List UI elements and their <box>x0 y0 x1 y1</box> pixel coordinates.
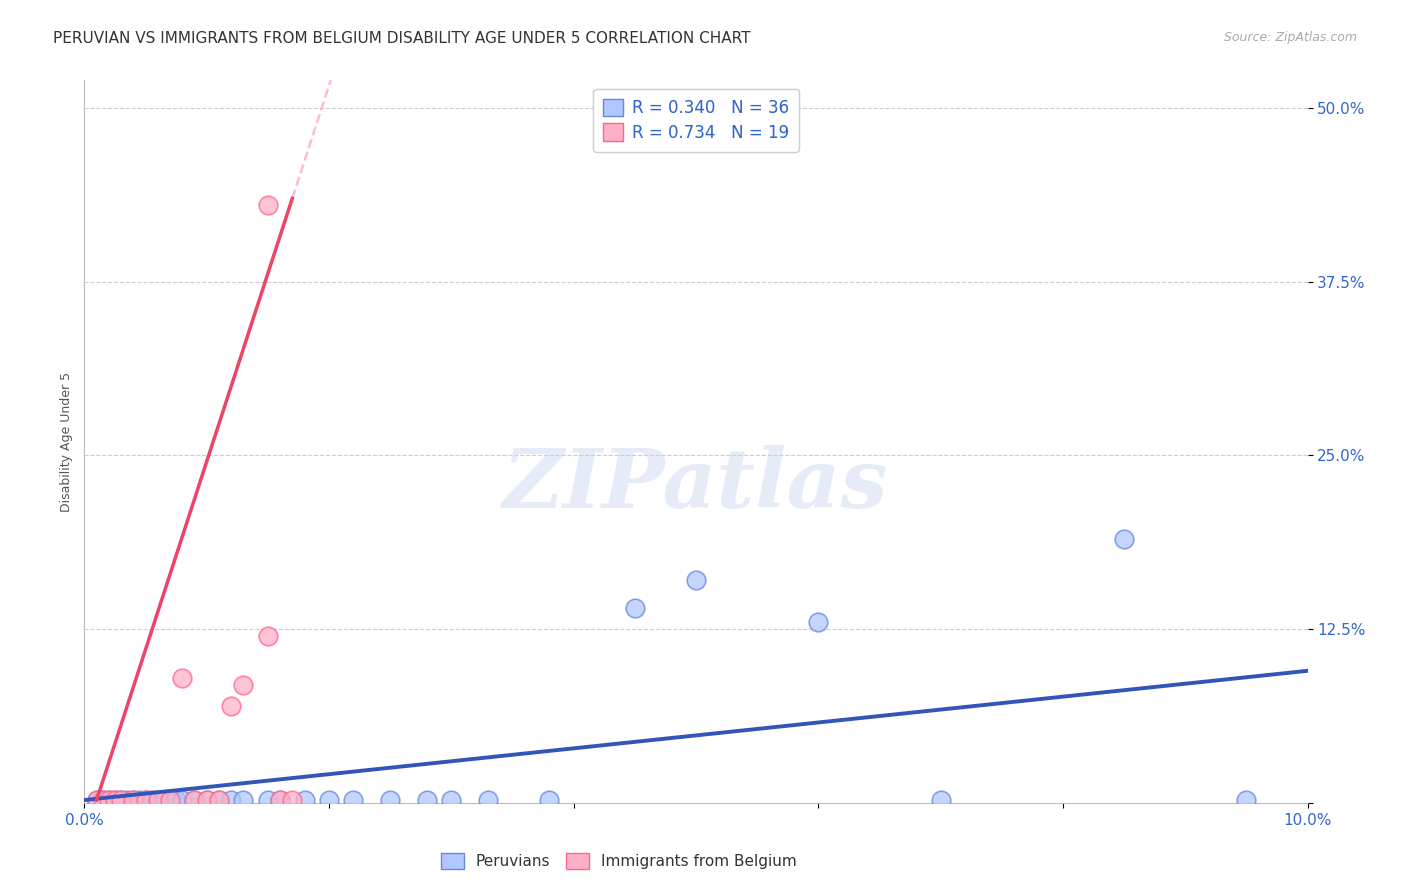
Point <box>110 793 132 807</box>
Point <box>91 793 114 807</box>
Point <box>110 793 132 807</box>
Point <box>269 793 291 807</box>
Point <box>97 793 120 807</box>
Point <box>232 793 254 807</box>
Point <box>257 629 280 643</box>
Point <box>929 793 952 807</box>
Point <box>122 793 145 807</box>
Point <box>269 793 291 807</box>
Point <box>153 793 176 807</box>
Point <box>685 574 707 588</box>
Point <box>183 793 205 807</box>
Point <box>195 793 218 807</box>
Point <box>97 793 120 807</box>
Legend: Peruvians, Immigrants from Belgium: Peruvians, Immigrants from Belgium <box>434 847 803 875</box>
Point <box>115 793 138 807</box>
Point <box>281 793 304 807</box>
Point <box>416 793 439 807</box>
Point <box>294 793 316 807</box>
Point <box>208 793 231 807</box>
Point <box>91 793 114 807</box>
Point <box>195 793 218 807</box>
Point <box>1114 532 1136 546</box>
Point <box>219 793 242 807</box>
Point <box>141 793 163 807</box>
Text: Source: ZipAtlas.com: Source: ZipAtlas.com <box>1223 31 1357 45</box>
Point <box>172 671 194 685</box>
Point <box>257 198 280 212</box>
Point <box>165 793 187 807</box>
Point <box>135 793 157 807</box>
Point <box>208 793 231 807</box>
Point <box>477 793 499 807</box>
Y-axis label: Disability Age Under 5: Disability Age Under 5 <box>60 371 73 512</box>
Point <box>1236 793 1258 807</box>
Point <box>538 793 561 807</box>
Point <box>146 793 169 807</box>
Point <box>159 793 181 807</box>
Point <box>128 793 150 807</box>
Point <box>807 615 830 630</box>
Point <box>183 793 205 807</box>
Point <box>86 793 108 807</box>
Point <box>624 601 647 615</box>
Point <box>219 698 242 713</box>
Point <box>318 793 340 807</box>
Text: PERUVIAN VS IMMIGRANTS FROM BELGIUM DISABILITY AGE UNDER 5 CORRELATION CHART: PERUVIAN VS IMMIGRANTS FROM BELGIUM DISA… <box>53 31 751 46</box>
Point <box>86 793 108 807</box>
Point <box>342 793 364 807</box>
Point <box>172 793 194 807</box>
Legend: R = 0.340   N = 36, R = 0.734   N = 19: R = 0.340 N = 36, R = 0.734 N = 19 <box>593 88 799 152</box>
Point <box>380 793 402 807</box>
Point <box>440 793 463 807</box>
Text: ZIPatlas: ZIPatlas <box>503 445 889 524</box>
Point <box>257 793 280 807</box>
Point <box>104 793 127 807</box>
Point <box>146 793 169 807</box>
Point <box>104 793 127 807</box>
Point <box>135 793 157 807</box>
Point <box>232 678 254 692</box>
Point <box>159 793 181 807</box>
Point <box>122 793 145 807</box>
